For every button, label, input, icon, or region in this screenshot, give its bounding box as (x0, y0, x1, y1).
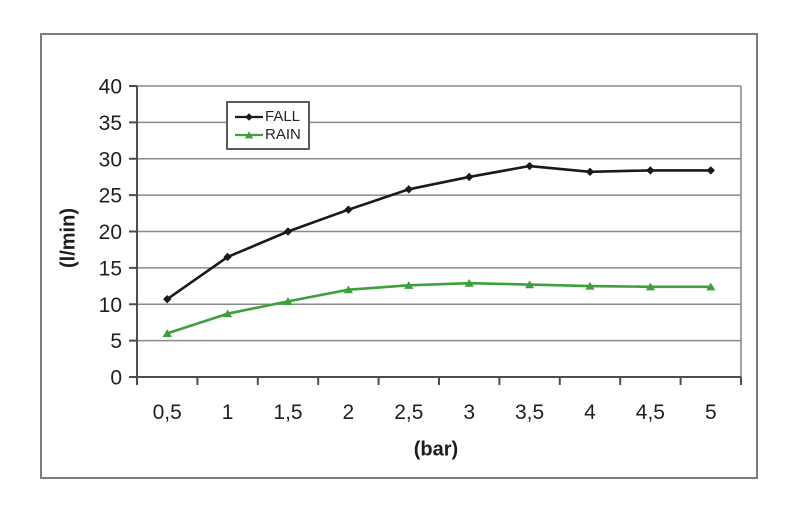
y-tick-label: 15 (99, 257, 122, 280)
x-tick-label: 4,5 (636, 401, 665, 424)
data-point-marker (223, 252, 232, 262)
y-tick-label: 20 (99, 221, 122, 244)
data-point-marker (525, 161, 534, 171)
data-point-marker (162, 329, 172, 337)
data-point-marker (706, 282, 716, 291)
fall-series-swatch-icon (235, 112, 263, 121)
series-line (165, 281, 713, 335)
legend-label: RAIN (265, 126, 301, 143)
legend-swatch-marker (244, 130, 254, 138)
y-tick-label: 10 (99, 294, 122, 317)
data-point-marker (163, 294, 172, 304)
y-tick-label: 30 (99, 148, 122, 171)
y-axis-title: (l/min) (57, 208, 80, 268)
series-fall (163, 161, 715, 304)
chart-frame (40, 33, 758, 479)
legend-entry-rain: RAIN (234, 126, 308, 143)
data-point-marker (343, 285, 353, 294)
x-tick-label: 1 (222, 401, 234, 424)
x-tick-label: 5 (705, 401, 717, 424)
y-tick-label: 25 (99, 185, 122, 208)
legend-label: FALL (265, 108, 301, 125)
y-tick-label: 5 (110, 330, 122, 353)
x-tick-label: 4 (584, 401, 596, 424)
x-tick-label: 1,5 (273, 401, 302, 424)
x-tick-label: 2,5 (394, 401, 423, 424)
y-tick-label: 35 (99, 112, 122, 135)
data-point-marker (223, 309, 233, 318)
data-point-marker (645, 282, 655, 291)
legend-entry-fall: FALL (234, 108, 308, 125)
data-point-marker (404, 281, 414, 289)
data-point-marker (404, 185, 413, 194)
series-rain (162, 278, 716, 337)
y-tick-label: 0 (110, 367, 122, 390)
x-axis-title: (bar) (413, 438, 459, 461)
x-tick-label: 3 (463, 401, 475, 424)
data-point-marker (706, 166, 715, 175)
x-tick-label: 3,5 (515, 401, 544, 424)
data-point-marker (646, 166, 655, 175)
data-point-marker (283, 297, 293, 305)
x-tick-label: 0,5 (153, 401, 182, 424)
x-tick-label: 2 (343, 401, 355, 424)
rain-series-swatch-icon (235, 130, 263, 138)
data-point-marker (525, 280, 535, 289)
data-point-marker (344, 205, 353, 214)
data-point-marker (585, 167, 595, 177)
data-point-marker (465, 172, 474, 182)
data-point-marker (283, 227, 293, 236)
y-tick-label: 40 (99, 76, 122, 99)
legend: FALL RAIN (226, 101, 310, 150)
legend-swatch-marker (245, 112, 253, 121)
data-point-marker (464, 278, 474, 287)
data-point-marker (585, 281, 595, 290)
series-line (165, 164, 713, 301)
